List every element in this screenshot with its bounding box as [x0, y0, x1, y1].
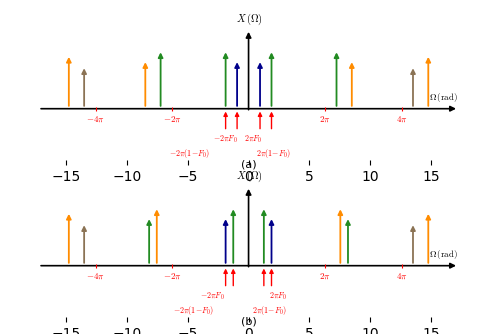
Text: $2\pi F_0$: $2\pi F_0$	[269, 291, 288, 302]
Text: $2\pi(1{-}F_0)$: $2\pi(1{-}F_0)$	[252, 304, 287, 317]
Text: $-4\pi$: $-4\pi$	[86, 271, 105, 281]
Text: $X\,(\Omega)$: $X\,(\Omega)$	[236, 12, 263, 27]
Text: $-2\pi$: $-2\pi$	[163, 114, 182, 124]
Text: $-2\pi$: $-2\pi$	[163, 271, 182, 281]
Text: (b): (b)	[241, 317, 256, 327]
Text: $\Omega\,(\mathrm{rad})$: $\Omega\,(\mathrm{rad})$	[429, 248, 457, 261]
Text: (a): (a)	[241, 160, 256, 170]
Text: $2\pi F_0$: $2\pi F_0$	[244, 134, 263, 145]
Text: $-2\pi F_0$: $-2\pi F_0$	[200, 291, 225, 302]
Text: $-4\pi$: $-4\pi$	[86, 114, 105, 124]
Text: $-2\pi F_0$: $-2\pi F_0$	[213, 134, 238, 145]
Text: $2\pi(1{-}F_0)$: $2\pi(1{-}F_0)$	[256, 147, 291, 160]
Text: $2\pi$: $2\pi$	[319, 114, 331, 124]
Text: $X\,(\Omega)$: $X\,(\Omega)$	[236, 169, 263, 184]
Text: $\Omega\,(\mathrm{rad})$: $\Omega\,(\mathrm{rad})$	[429, 91, 457, 104]
Text: $-2\pi(1{-}F_0)$: $-2\pi(1{-}F_0)$	[173, 304, 214, 317]
Text: $4\pi$: $4\pi$	[396, 271, 407, 281]
Text: $2\pi$: $2\pi$	[319, 271, 331, 281]
Text: $-2\pi(1{-}F_0)$: $-2\pi(1{-}F_0)$	[169, 147, 210, 160]
Text: $4\pi$: $4\pi$	[396, 114, 407, 124]
